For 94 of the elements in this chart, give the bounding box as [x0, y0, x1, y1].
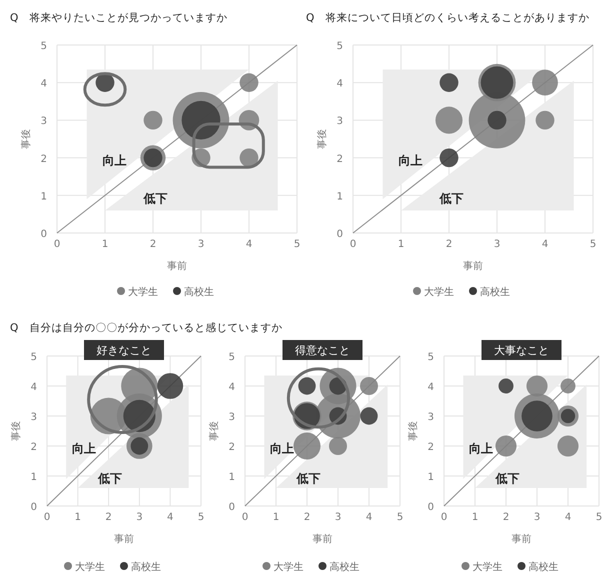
- x-tick-label: 3: [136, 512, 143, 523]
- annotation: 低下: [296, 472, 321, 486]
- chart-subtitle: 好きなこと: [96, 344, 152, 357]
- chart-subtitle: 得意なこと: [295, 344, 350, 357]
- y-tick-label: 3: [228, 412, 235, 423]
- legend-label: 大学生: [472, 561, 502, 573]
- x-tick-label: 1: [74, 512, 81, 523]
- y-tick-label: 1: [40, 191, 47, 202]
- y-tick-label: 2: [336, 154, 343, 165]
- x-tick-label: 4: [542, 239, 548, 250]
- x-tick-label: 0: [350, 239, 356, 250]
- x-tick-label: 1: [398, 239, 404, 250]
- x-tick-label: 3: [534, 512, 540, 523]
- x-axis-title: 事前: [312, 533, 332, 545]
- y-tick-label: 1: [228, 472, 235, 483]
- y-tick-label: 0: [428, 502, 434, 513]
- y-axis-title: 事後: [20, 129, 32, 149]
- x-tick-label: 5: [396, 512, 404, 523]
- y-tick-label: 0: [40, 229, 47, 240]
- annotation: 低下: [494, 472, 520, 486]
- y-tick-label: 3: [336, 116, 343, 128]
- x-tick-label: 2: [304, 512, 310, 523]
- x-tick-label: 5: [294, 239, 300, 250]
- y-tick-label: 5: [428, 352, 434, 363]
- x-axis-title: 事前: [114, 533, 134, 545]
- y-tick-label: 3: [40, 116, 47, 128]
- x-axis-title: 事前: [463, 260, 483, 272]
- annotation: 向上: [270, 442, 294, 456]
- y-tick-label: 4: [336, 78, 343, 90]
- chart-title: Q 自分は自分の〇〇が分かっていると感じていますか: [10, 321, 282, 334]
- y-tick-label: 2: [40, 154, 47, 165]
- annotation: 向上: [398, 154, 423, 168]
- x-tick-label: 1: [102, 239, 108, 250]
- annotation: 低下: [142, 191, 168, 206]
- legend-label: 大学生: [424, 286, 454, 298]
- y-tick-label: 0: [30, 502, 37, 513]
- legend-label: 高校生: [131, 561, 161, 573]
- y-tick-label: 5: [228, 352, 235, 363]
- y-axis-title: 事後: [208, 421, 220, 441]
- y-tick-label: 3: [30, 412, 37, 423]
- y-tick-label: 2: [228, 442, 235, 453]
- chart-title: Q 将来について日頃どのくらい考えることがありますか: [306, 11, 590, 24]
- y-axis-title: 事後: [10, 421, 22, 441]
- y-tick-label: 5: [336, 41, 343, 52]
- legend-label: 高校生: [480, 286, 510, 298]
- y-tick-label: 3: [428, 412, 434, 423]
- x-tick-label: 4: [167, 512, 174, 523]
- x-tick-label: 1: [472, 512, 478, 523]
- annotation: 向上: [102, 154, 127, 168]
- y-tick-label: 1: [428, 472, 434, 483]
- legend-label: 高校生: [528, 561, 558, 573]
- x-tick-label: 2: [105, 512, 112, 523]
- legend-label: 高校生: [184, 286, 214, 298]
- legend-label: 大学生: [128, 286, 158, 298]
- x-tick-label: 5: [596, 512, 602, 523]
- x-tick-label: 0: [54, 239, 60, 250]
- y-axis-title: 事後: [407, 421, 419, 441]
- x-axis-title: 事前: [512, 533, 532, 545]
- y-tick-label: 0: [228, 502, 235, 513]
- y-tick-label: 4: [428, 382, 434, 393]
- x-tick-label: 2: [446, 239, 452, 250]
- x-tick-label: 5: [198, 512, 204, 523]
- x-tick-label: 0: [440, 512, 448, 523]
- y-tick-label: 0: [336, 229, 343, 240]
- chart-subtitle: 大事なこと: [494, 344, 549, 357]
- annotation: 向上: [469, 442, 494, 456]
- y-tick-label: 2: [30, 442, 37, 453]
- annotation: 向上: [72, 442, 96, 456]
- y-tick-label: 4: [40, 78, 47, 90]
- x-tick-label: 2: [502, 512, 510, 523]
- y-axis-title: 事後: [316, 129, 328, 149]
- legend-label: 高校生: [330, 561, 360, 573]
- annotation: 低下: [438, 191, 464, 206]
- x-tick-label: 3: [494, 239, 500, 250]
- x-axis-title: 事前: [167, 260, 187, 272]
- x-tick-label: 0: [242, 512, 248, 523]
- x-tick-label: 4: [564, 512, 572, 523]
- legend-label: 大学生: [75, 561, 105, 573]
- x-tick-label: 4: [246, 239, 252, 250]
- y-tick-label: 4: [228, 382, 235, 393]
- x-tick-label: 5: [590, 239, 596, 250]
- y-tick-label: 1: [336, 191, 343, 202]
- x-tick-label: 2: [150, 239, 156, 250]
- x-tick-label: 4: [366, 512, 372, 523]
- y-tick-label: 2: [428, 442, 434, 453]
- y-tick-label: 5: [30, 352, 37, 363]
- y-tick-label: 4: [30, 382, 37, 393]
- legend-label: 大学生: [274, 561, 304, 573]
- x-tick-label: 3: [198, 239, 204, 250]
- y-tick-label: 1: [30, 472, 37, 483]
- y-tick-label: 5: [40, 41, 47, 52]
- x-tick-label: 1: [272, 512, 280, 523]
- annotation: 低下: [97, 472, 122, 486]
- chart-title: Q 将来やりたいことが見つかっていますか: [10, 11, 228, 24]
